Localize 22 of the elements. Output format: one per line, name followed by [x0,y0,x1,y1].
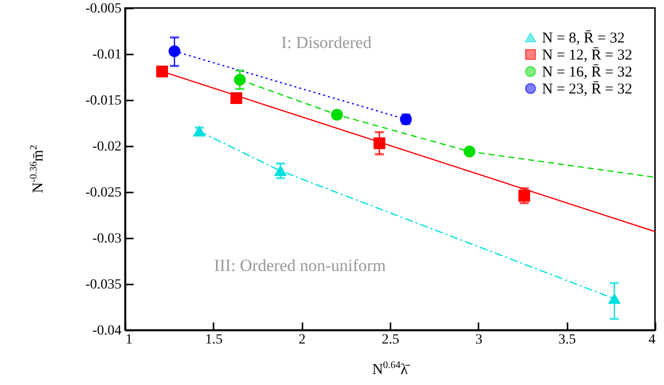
x-tick-label: 1 [126,332,132,348]
y-tick-label: -0.01 [92,48,122,62]
y-tick-label: -0.035 [85,278,122,292]
x-tick-label: 2.5 [382,332,400,348]
x-tick-label: 3.5 [558,332,576,348]
y-tick-label: -0.02 [92,140,122,154]
legend-label: N = 23, R̄ = 32 [542,80,632,98]
x-tick-label: 2 [298,332,306,348]
legend-label: N = 12, R̄ = 32 [542,46,632,64]
y-tick-label: -0.04 [92,324,122,338]
x-tick-label: 3 [475,332,482,348]
annotation: III: Ordered non-uniform [214,256,386,276]
y-tick-label: -0.025 [85,186,122,200]
x-tick-label: 1.5 [205,332,223,348]
y-tick-label: -0.005 [85,2,122,16]
legend-label: N = 8, R̄ = 32 [542,30,625,46]
legend-label: N = 16, R̄ = 32 [542,64,632,80]
y-tick-label: -0.03 [92,232,122,246]
y-tick-label: -0.015 [85,94,122,108]
x-axis-title: N$^{0.64}$λ̄ [372,360,408,379]
annotation: I: Disordered [281,33,372,54]
x-tick-label: 4 [648,332,656,348]
